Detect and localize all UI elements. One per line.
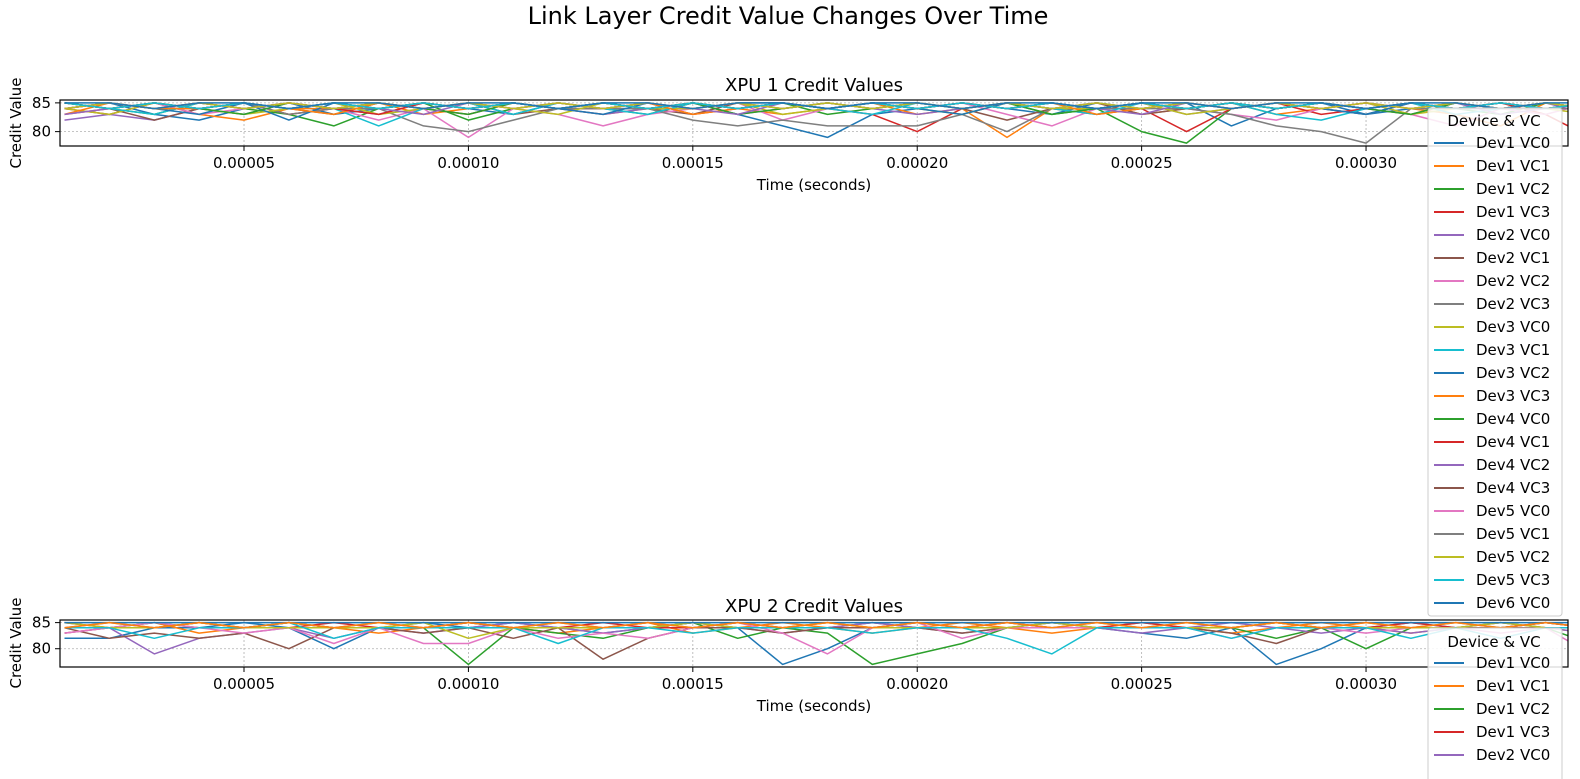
xpu1-x-tick-label: 0.00005 [213,154,275,172]
xpu1-legend-label: Dev3 VC2 [1476,364,1550,382]
xpu2-series-lines [64,621,1568,666]
xpu2-y-tick-label: 80 [32,640,51,658]
xpu1-legend-label: Dev5 VC1 [1476,525,1550,543]
xpu2-legend-label: Dev1 VC0 [1476,654,1550,672]
xpu2-y-axis-label: Credit Value [7,597,25,688]
xpu2-series-line-unnamed-11 [64,621,1568,629]
xpu2-x-tick-label: 0.00015 [662,675,724,693]
xpu1-legend-label: Dev2 VC0 [1476,226,1550,244]
xpu1-legend-label: Dev4 VC0 [1476,410,1550,428]
xpu1-y-tick-label: 80 [32,123,51,141]
xpu1-axes-frame [59,99,1569,147]
xpu1-chart-panel: XPU 1 Credit Values 0.00005 0.00010 0.0001… [7,75,1569,194]
xpu2-x-tick-label: 0.00030 [1335,675,1397,693]
figure-title: Link Layer Credit Value Changes Over Tim… [528,2,1049,30]
xpu2-legend-label: Dev1 VC1 [1476,677,1550,695]
xpu2-x-axis-label: Time (seconds) [756,697,872,715]
xpu1-legend-label: Dev1 VC3 [1476,203,1550,221]
xpu1-legend-label: Dev4 VC2 [1476,456,1550,474]
xpu2-x-tick-label: 0.00010 [437,675,499,693]
xpu2-x-tick-label: 0.00020 [886,675,948,693]
xpu1-legend-label: Dev1 VC2 [1476,180,1550,198]
xpu2-legend-label: Dev1 VC2 [1476,700,1550,718]
xpu1-x-tick-label: 0.00020 [886,154,948,172]
xpu1-legend-label: Dev2 VC2 [1476,272,1550,290]
xpu2-series-line-unnamed-9 [64,621,1568,655]
xpu1-series-line-dev6-vc0 [64,102,1568,110]
xpu1-legend-label: Dev5 VC2 [1476,548,1550,566]
xpu1-series-line-dev5-vc2 [64,102,1568,110]
xpu1-legend-label: Dev5 VC3 [1476,571,1550,589]
xpu2-legend-label: Dev2 VC0 [1476,746,1550,764]
xpu1-legend-label: Dev1 VC0 [1476,134,1550,152]
xpu1-legend-label: Dev1 VC1 [1476,157,1550,175]
xpu2-series-line-unnamed-6 [64,621,1568,655]
xpu1-legend-label: Dev6 VC0 [1476,594,1550,612]
xpu1-y-ticks: 80 85 [32,94,60,141]
xpu1-legend-title: Device & VC [1447,112,1540,130]
xpu1-legend-label: Dev4 VC3 [1476,479,1550,497]
xpu2-chart-panel: XPU 2 Credit Values 0.00005 0.00010 0.0001… [7,596,1569,715]
xpu1-chart-title: XPU 1 Credit Values [725,75,903,96]
xpu1-x-tick-label: 0.00015 [662,154,724,172]
xpu1-legend-label: Dev2 VC3 [1476,295,1550,313]
xpu1-series-line-dev2-vc3 [64,102,1568,144]
xpu1-legend-label: Dev4 VC1 [1476,433,1550,451]
xpu1-y-axis-label: Credit Value [7,77,25,168]
xpu2-x-tick-label: 0.00025 [1111,675,1173,693]
xpu2-legend-label: Dev1 VC3 [1476,723,1550,741]
xpu2-axes-frame [59,619,1569,668]
xpu1-x-ticks: 0.00005 0.00010 0.00015 0.00020 0.00025 0.000… [213,146,1397,172]
xpu1-y-tick-label: 85 [32,94,51,112]
xpu1-legend-label: Dev3 VC1 [1476,341,1550,359]
xpu1-legend-label: Dev3 VC0 [1476,318,1550,336]
xpu1-x-tick-label: 0.00030 [1335,154,1397,172]
xpu1-x-tick-label: 0.00025 [1111,154,1173,172]
xpu2-legend-items: Dev1 VC0 Dev1 VC1 Dev1 VC2 Dev1 VC3 Dev2 VC0 [1434,654,1550,764]
xpu1-legend-items: Dev1 VC0 Dev1 VC1 Dev1 VC2 Dev1 VC3 Dev2 VC0… [1434,134,1550,612]
xpu1-x-tick-label: 0.00010 [437,154,499,172]
xpu1-x-axis-label: Time (seconds) [756,176,872,194]
xpu2-x-ticks: 0.00005 0.00010 0.00015 0.00020 0.00025 0.000… [213,667,1397,693]
xpu2-x-tick-label: 0.00005 [213,675,275,693]
xpu2-y-tick-label: 85 [32,614,51,632]
xpu2-legend-title: Device & VC [1447,633,1540,651]
xpu1-legend-label: Dev2 VC1 [1476,249,1550,267]
xpu1-series-lines [64,102,1568,144]
xpu2-series-line-dev1-vc0 [64,621,1568,666]
xpu1-legend-label: Dev3 VC3 [1476,387,1550,405]
xpu2-chart-title: XPU 2 Credit Values [725,596,903,617]
xpu1-legend-label: Dev5 VC0 [1476,502,1550,520]
xpu2-legend-box [1427,627,1563,779]
